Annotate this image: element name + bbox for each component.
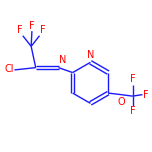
Text: N: N bbox=[87, 50, 94, 60]
Text: F: F bbox=[40, 25, 46, 35]
Text: F: F bbox=[130, 74, 135, 84]
Text: F: F bbox=[17, 25, 22, 35]
Text: F: F bbox=[130, 106, 135, 116]
Text: F: F bbox=[29, 21, 35, 31]
Text: O: O bbox=[117, 97, 125, 107]
Text: N: N bbox=[59, 55, 67, 65]
Text: F: F bbox=[143, 90, 149, 100]
Text: Cl: Cl bbox=[4, 64, 14, 74]
